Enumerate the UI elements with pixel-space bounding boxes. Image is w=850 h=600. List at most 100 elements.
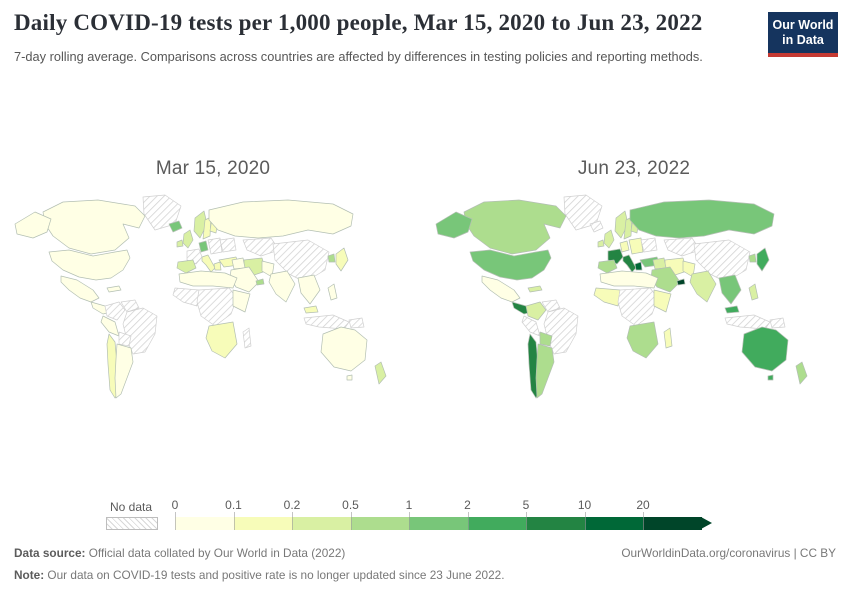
- country-canada[interactable]: [42, 199, 146, 255]
- legend-bin-10[interactable]: [584, 517, 643, 530]
- country-greece[interactable]: [634, 261, 643, 271]
- country-india[interactable]: [268, 270, 296, 303]
- country-peru[interactable]: [521, 315, 541, 337]
- country-seasia[interactable]: [297, 274, 321, 305]
- country-caribbean[interactable]: [527, 285, 543, 293]
- legend-bin-0.2[interactable]: [292, 517, 351, 530]
- country-brazil[interactable]: [122, 307, 158, 355]
- country-malaysia[interactable]: [303, 305, 319, 314]
- country-newzealand[interactable]: [374, 361, 387, 385]
- country-madagascar[interactable]: [242, 327, 252, 349]
- country-ukraine[interactable]: [219, 237, 237, 253]
- country-ireland[interactable]: [176, 239, 184, 248]
- country-argentina[interactable]: [535, 343, 555, 399]
- legend-bin-0[interactable]: [175, 517, 234, 530]
- legend-bin-5[interactable]: [526, 517, 585, 530]
- country-alaska[interactable]: [435, 211, 473, 239]
- country-russia[interactable]: [208, 199, 354, 239]
- country-mexico[interactable]: [60, 275, 100, 303]
- country-russia[interactable]: [629, 199, 775, 239]
- country-greece[interactable]: [213, 261, 222, 271]
- country-colombia[interactable]: [104, 301, 126, 321]
- country-png[interactable]: [348, 317, 365, 329]
- legend-bin-0.1[interactable]: [233, 517, 292, 530]
- country-indonesia[interactable]: [724, 314, 771, 330]
- country-uk[interactable]: [603, 229, 615, 249]
- country-japan[interactable]: [756, 247, 770, 272]
- legend-bin-1[interactable]: [409, 517, 468, 530]
- country-venezuela[interactable]: [541, 299, 561, 313]
- country-wafrica[interactable]: [593, 287, 621, 307]
- country-safrica[interactable]: [626, 321, 659, 359]
- country-newzealand[interactable]: [795, 361, 808, 385]
- country-italy[interactable]: [201, 254, 216, 273]
- legend-bin-2[interactable]: [467, 517, 526, 530]
- country-eeurope[interactable]: [207, 237, 223, 255]
- country-mexico[interactable]: [481, 275, 521, 303]
- country-nafrica[interactable]: [178, 270, 238, 289]
- country-uae[interactable]: [676, 278, 686, 286]
- country-ukraine[interactable]: [640, 237, 658, 253]
- country-wafrica[interactable]: [172, 287, 200, 307]
- legend-tickmark: [350, 512, 352, 530]
- country-korea[interactable]: [748, 253, 757, 263]
- country-caribbean[interactable]: [106, 285, 122, 293]
- country-eeurope[interactable]: [628, 237, 644, 255]
- country-philippines[interactable]: [327, 283, 338, 301]
- country-alaska[interactable]: [14, 211, 52, 239]
- country-germany[interactable]: [619, 240, 630, 253]
- country-cafrica[interactable]: [196, 287, 238, 327]
- country-eafrica[interactable]: [653, 289, 672, 313]
- country-indonesia[interactable]: [303, 314, 350, 330]
- country-malaysia[interactable]: [724, 305, 740, 314]
- country-philippines[interactable]: [748, 283, 759, 301]
- country-korea[interactable]: [327, 253, 336, 263]
- country-madagascar[interactable]: [663, 327, 673, 349]
- country-australia[interactable]: [320, 326, 368, 372]
- owid-logo-line2: in Data: [782, 32, 824, 47]
- country-uk[interactable]: [182, 229, 194, 249]
- world-map-jun-23-2022[interactable]: [424, 194, 844, 406]
- country-iraq[interactable]: [652, 257, 667, 270]
- country-germany[interactable]: [198, 240, 209, 253]
- legend-tick-label: 0.5: [342, 498, 359, 512]
- country-bolivia[interactable]: [118, 331, 132, 347]
- country-peru[interactable]: [100, 315, 120, 337]
- country-ireland[interactable]: [597, 239, 605, 248]
- country-usa[interactable]: [469, 249, 552, 281]
- country-kazakhstan[interactable]: [663, 237, 701, 257]
- country-tasmania[interactable]: [346, 374, 353, 381]
- owid-url-link[interactable]: OurWorldinData.org/coronavirus | CC BY: [621, 546, 836, 560]
- no-data-label: No data: [109, 500, 153, 514]
- country-png[interactable]: [769, 317, 786, 329]
- country-tasmania[interactable]: [767, 374, 774, 381]
- legend-bin-0.5[interactable]: [350, 517, 409, 530]
- country-iraq[interactable]: [231, 257, 246, 270]
- country-argentina[interactable]: [114, 343, 134, 399]
- country-kazakhstan[interactable]: [242, 237, 280, 257]
- country-iceland[interactable]: [168, 220, 183, 233]
- no-data-swatch[interactable]: [106, 517, 158, 530]
- country-italy[interactable]: [622, 254, 637, 273]
- country-brazil[interactable]: [543, 307, 579, 355]
- country-nafrica[interactable]: [599, 270, 659, 289]
- country-cafrica[interactable]: [617, 287, 659, 327]
- country-uae[interactable]: [255, 278, 265, 286]
- country-eafrica[interactable]: [232, 289, 251, 313]
- country-spain[interactable]: [176, 259, 197, 274]
- country-india[interactable]: [689, 270, 717, 303]
- legend-bin-20[interactable]: [643, 517, 702, 530]
- country-australia[interactable]: [741, 326, 789, 372]
- country-seasia[interactable]: [718, 274, 742, 305]
- country-colombia[interactable]: [525, 301, 547, 321]
- country-usa[interactable]: [48, 249, 131, 281]
- country-canada[interactable]: [463, 199, 567, 255]
- country-japan[interactable]: [335, 247, 349, 272]
- owid-logo[interactable]: Our World in Data: [768, 12, 838, 57]
- country-safrica[interactable]: [205, 321, 238, 359]
- world-map-mar-15-2020[interactable]: [3, 194, 423, 406]
- country-venezuela[interactable]: [120, 299, 140, 313]
- country-spain[interactable]: [597, 259, 618, 274]
- country-iceland[interactable]: [589, 220, 604, 233]
- country-bolivia[interactable]: [539, 331, 553, 347]
